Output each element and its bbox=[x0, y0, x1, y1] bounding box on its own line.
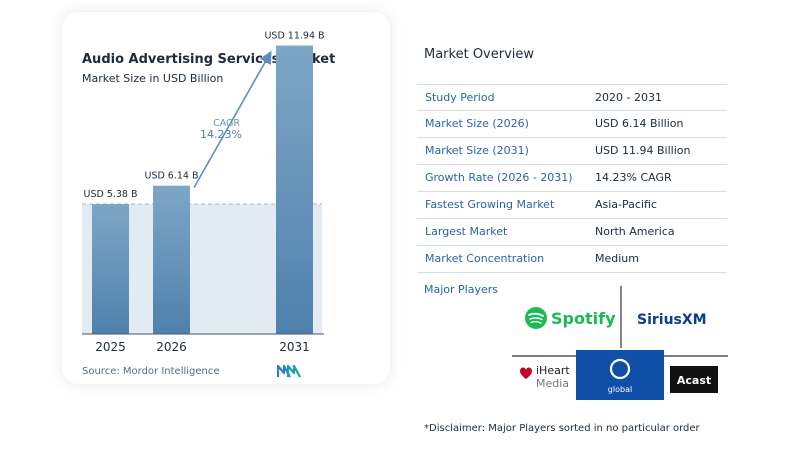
overview-row-label: Largest Market bbox=[425, 225, 508, 238]
x-tick-label-2026: 2026 bbox=[156, 340, 187, 354]
major-players-label: Major Players bbox=[424, 283, 498, 296]
overview-row-value: Medium bbox=[595, 252, 639, 265]
overview-row-label: Market Size (2031) bbox=[425, 144, 529, 157]
global-logo-box bbox=[576, 350, 664, 400]
x-tick-label-2025: 2025 bbox=[95, 340, 126, 354]
bar-2031 bbox=[276, 45, 313, 334]
overview-row-value: Asia-Pacific bbox=[595, 198, 657, 211]
bar-2025 bbox=[92, 204, 129, 334]
iheart-icon bbox=[520, 367, 532, 379]
major-players-grid: Spotify SiriusXM global iHeart Media Aca… bbox=[512, 286, 728, 400]
overview-row: Largest Market North America bbox=[417, 219, 727, 246]
overview-row: Growth Rate (2026 - 2031) 14.23% CAGR bbox=[417, 165, 727, 192]
x-tick-label-2031: 2031 bbox=[279, 340, 310, 354]
bar-2026 bbox=[153, 185, 190, 334]
overview-row-label: Study Period bbox=[425, 91, 495, 104]
data-label-2025: USD 5.38 B bbox=[83, 189, 137, 200]
cagr-arrow bbox=[193, 50, 272, 189]
data-label-2031: USD 11.94 B bbox=[264, 31, 324, 42]
spotify-logo-text: Spotify bbox=[551, 309, 616, 328]
iheart-logo: iHeart Media bbox=[520, 364, 570, 390]
iheart-logo-line2: Media bbox=[536, 377, 569, 390]
overview-row-label: Market Concentration bbox=[425, 252, 545, 265]
overview-row-label: Growth Rate (2026 - 2031) bbox=[425, 171, 573, 184]
bar-chart: USD 5.38 B 2025 USD 6.14 B 2026 USD 11.94 B 2… bbox=[82, 31, 325, 354]
source-note: Source: Mordor Intelligence bbox=[82, 366, 220, 377]
chart-subtitle: Market Size in USD Billion bbox=[82, 72, 224, 85]
cagr-label: CAGR bbox=[213, 118, 240, 129]
overview-row-label: Market Size (2026) bbox=[425, 117, 529, 130]
global-logo: global bbox=[576, 350, 664, 400]
overview-row-label: Fastest Growing Market bbox=[425, 198, 555, 211]
global-icon bbox=[609, 358, 631, 380]
overview-table: Study Period 2020 - 2031 Market Size (2026… bbox=[417, 84, 727, 273]
overview-row: Market Size (2026) USD 6.14 Billion bbox=[417, 111, 727, 138]
overview-row: Market Size (2031) USD 11.94 Billion bbox=[417, 138, 727, 165]
acast-logo-text: Acast bbox=[677, 374, 711, 387]
global-logo-text: global bbox=[608, 385, 632, 394]
siriusxm-logo: SiriusXM bbox=[637, 312, 707, 328]
overview-title: Market Overview bbox=[424, 47, 535, 62]
cagr-value: 14.23% bbox=[200, 128, 242, 141]
iheart-logo-line1: iHeart bbox=[536, 364, 570, 377]
data-label-2026: USD 6.14 B bbox=[144, 171, 198, 182]
overview-row-value: USD 6.14 Billion bbox=[595, 117, 684, 130]
overview-row: Fastest Growing Market Asia-Pacific bbox=[417, 192, 727, 219]
overview-row-value: 14.23% CAGR bbox=[595, 171, 672, 184]
spotify-logo: Spotify bbox=[525, 307, 616, 329]
overview-row-value: North America bbox=[595, 225, 675, 238]
acast-logo-box bbox=[670, 366, 718, 393]
mordor-intelligence-logo-icon bbox=[277, 364, 301, 378]
acast-logo: Acast bbox=[670, 366, 718, 393]
chart-card: Audio Advertising Services Market Market… bbox=[62, 12, 390, 384]
overview-row-value: USD 11.94 Billion bbox=[595, 144, 691, 157]
overview-row-value: 2020 - 2031 bbox=[595, 91, 662, 104]
disclaimer: *Disclaimer: Major Players sorted in no … bbox=[424, 423, 700, 434]
chart-title: Audio Advertising Services Market bbox=[82, 52, 336, 67]
overview-row: Study Period 2020 - 2031 bbox=[417, 84, 727, 111]
overview-row: Market Concentration Medium bbox=[417, 246, 727, 273]
